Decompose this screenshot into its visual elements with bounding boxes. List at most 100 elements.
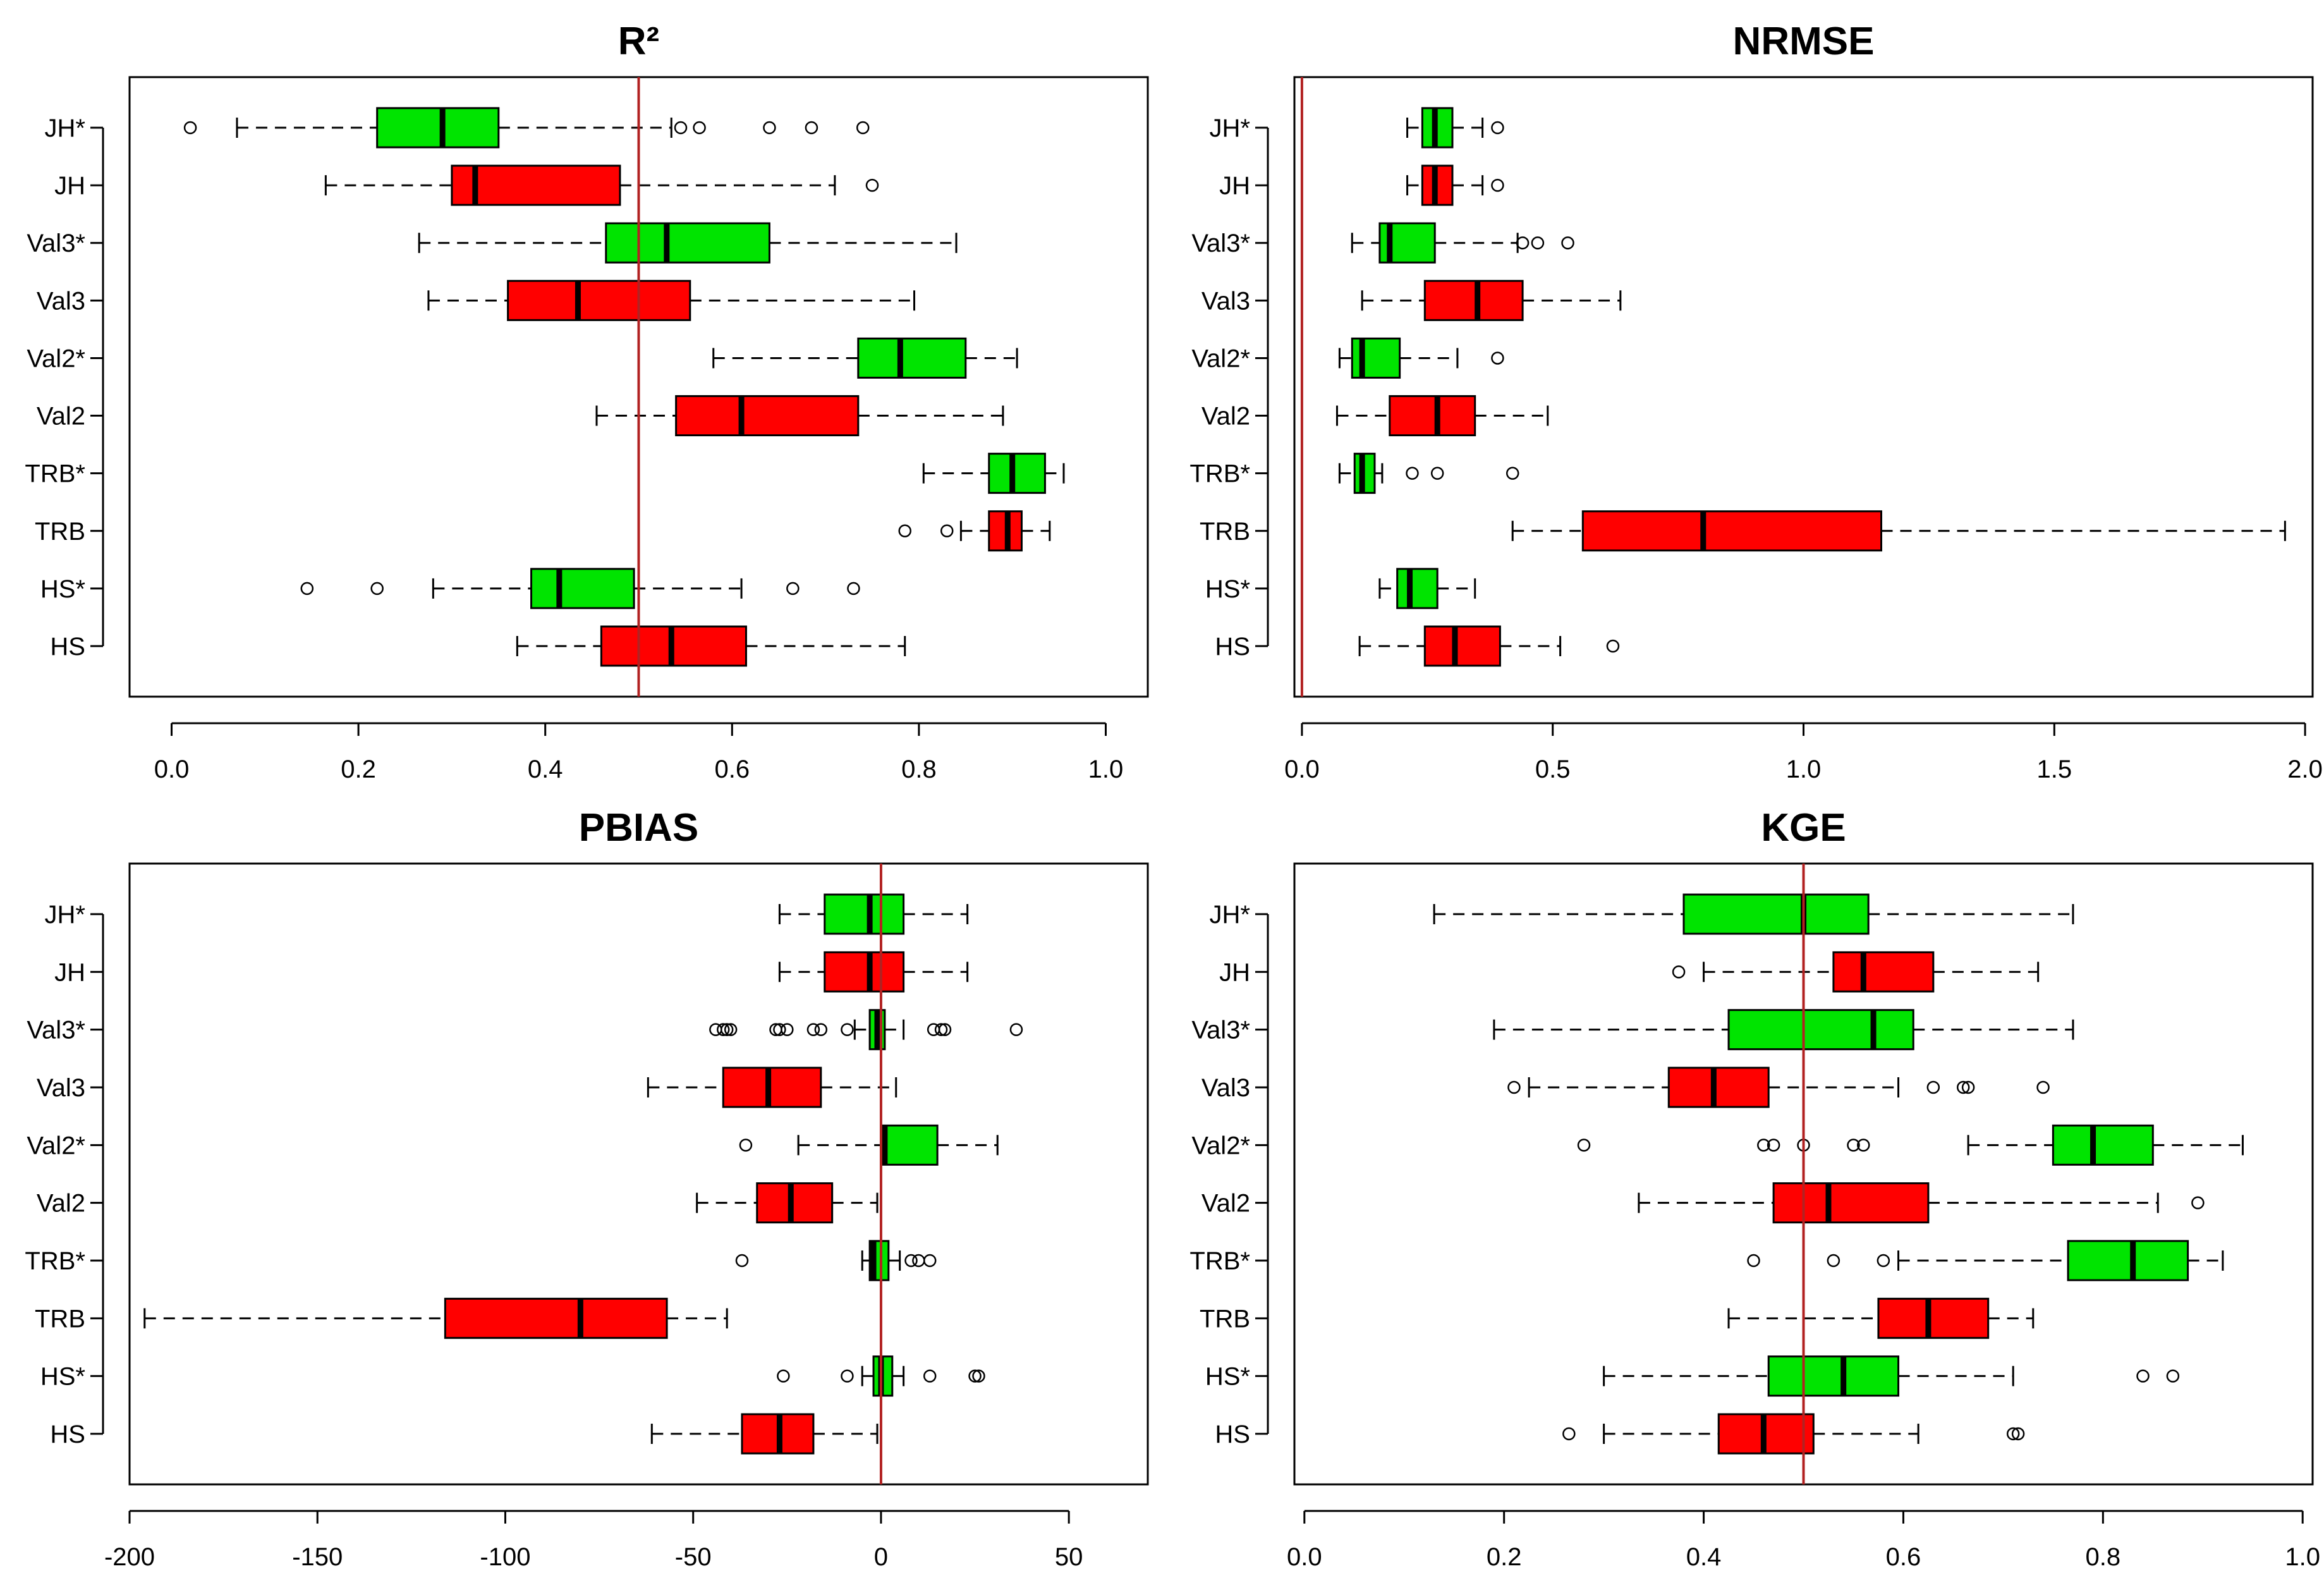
outlier-point bbox=[1577, 1139, 1591, 1152]
y-tick-label: JH bbox=[1219, 172, 1250, 200]
box-trb bbox=[1727, 1297, 2035, 1339]
outlier-point bbox=[940, 524, 954, 538]
y-tick-label: JH bbox=[54, 172, 85, 200]
outlier-point bbox=[1961, 1080, 1975, 1094]
outlier-point bbox=[720, 1023, 734, 1036]
box-val3 bbox=[1507, 1067, 2050, 1108]
x-tick-label: 1.0 bbox=[2285, 1543, 2320, 1571]
box-trb-star bbox=[1338, 453, 1519, 494]
box-jh bbox=[1406, 164, 1504, 206]
y-tick-label: TRB bbox=[1200, 1305, 1250, 1333]
y-tick-label: HS* bbox=[1205, 1363, 1250, 1391]
outlier-point bbox=[2006, 1427, 2020, 1441]
outlier-point bbox=[724, 1023, 738, 1036]
x-tick-label: 2.0 bbox=[2287, 755, 2323, 783]
y-tick-label: HS bbox=[1215, 1421, 1250, 1448]
x-tick-label: 1.0 bbox=[1786, 755, 1822, 783]
outlier-point bbox=[2166, 1369, 2180, 1383]
outlier-point bbox=[1767, 1139, 1780, 1152]
outlier-point bbox=[1507, 1080, 1521, 1094]
x-tick-label: 0.0 bbox=[1284, 755, 1320, 783]
outlier-point bbox=[1009, 1023, 1023, 1036]
outlier-point bbox=[1606, 639, 1620, 653]
y-tick-label: Val3 bbox=[1202, 287, 1250, 315]
y-tick-label: JH* bbox=[45, 901, 85, 929]
x-tick-label: 0.0 bbox=[1287, 1543, 1322, 1571]
y-axis: JH* JH Val3* Val3 Val2* Val2 TRB* TRB HS* HS bbox=[1189, 114, 1269, 661]
outlier-point bbox=[300, 582, 314, 596]
iqr-box bbox=[988, 453, 1046, 494]
iqr-box bbox=[1423, 625, 1501, 667]
y-tick-label: HS bbox=[50, 633, 85, 661]
iqr-box bbox=[376, 107, 500, 149]
box-val3-star bbox=[709, 1009, 1023, 1051]
outlier-point bbox=[904, 1254, 918, 1268]
x-axis: 0.0 0.5 1.0 1.5 2.0 bbox=[1284, 722, 2323, 783]
x-tick-label: 0.5 bbox=[1535, 755, 1571, 783]
x-tick-label: 0.4 bbox=[1686, 1543, 1722, 1571]
y-axis: JH* JH Val3* Val3 Val2* Val2 TRB* TRB HS* HS bbox=[1189, 901, 1269, 1448]
outlier-point bbox=[2191, 1196, 2205, 1209]
x-tick-label: 0.8 bbox=[2086, 1543, 2121, 1571]
x-tick-label: -150 bbox=[292, 1543, 343, 1571]
y-tick-label: TRB* bbox=[1189, 460, 1250, 488]
x-tick-label: 50 bbox=[1055, 1543, 1083, 1571]
y-axis: JH* JH Val3* Val3 Val2* Val2 TRB* TRB HS* HS bbox=[25, 114, 104, 661]
outlier-point bbox=[735, 1254, 749, 1268]
y-tick-label: Val3* bbox=[1191, 229, 1250, 257]
y-tick-label: Val3 bbox=[37, 1074, 85, 1102]
outlier-point bbox=[1926, 1080, 1940, 1094]
panel-title: KGE bbox=[1761, 806, 1846, 850]
y-tick-label: Val2* bbox=[1191, 345, 1250, 372]
y-tick-label: JH* bbox=[1210, 901, 1250, 929]
outlier-point bbox=[1672, 965, 1686, 979]
y-tick-label: TRB* bbox=[25, 460, 85, 488]
box-val3 bbox=[1361, 279, 1622, 321]
box-hs-star bbox=[1378, 568, 1476, 609]
box-val3 bbox=[427, 279, 916, 321]
y-tick-label: Val2 bbox=[37, 1190, 85, 1218]
panel-title: PBIAS bbox=[579, 806, 698, 850]
outlier-point bbox=[841, 1369, 854, 1383]
y-tick-label: Val2 bbox=[37, 403, 85, 431]
iqr-box bbox=[451, 164, 621, 206]
outlier-point bbox=[1847, 1139, 1860, 1152]
outlier-point bbox=[806, 1023, 820, 1036]
box-hs bbox=[516, 625, 906, 667]
outlier-point bbox=[1562, 1427, 1576, 1441]
box-trb-star bbox=[1747, 1240, 2224, 1281]
y-tick-label: Val3 bbox=[1202, 1074, 1250, 1102]
y-tick-label: HS bbox=[50, 1421, 85, 1448]
outlier-point bbox=[370, 582, 384, 596]
iqr-box bbox=[1832, 951, 1935, 993]
outlier-point bbox=[898, 524, 911, 538]
outlier-point bbox=[1757, 1139, 1770, 1152]
outlier-point bbox=[1561, 236, 1574, 250]
box-val2-star bbox=[1577, 1124, 2244, 1166]
outlier-point bbox=[934, 1023, 948, 1036]
box-jh-star bbox=[183, 107, 870, 149]
outlier-point bbox=[814, 1023, 828, 1036]
outlier-point bbox=[923, 1369, 937, 1383]
y-tick-label: JH bbox=[54, 958, 85, 986]
outlier-point bbox=[781, 1023, 794, 1036]
y-axis: JH* JH Val3* Val3 Val2* Val2 TRB* TRB HS* HS bbox=[25, 901, 104, 1448]
x-tick-label: -200 bbox=[104, 1543, 155, 1571]
outlier-point bbox=[1877, 1254, 1890, 1268]
x-axis: -200 -150 -100 -50 0 50 bbox=[104, 1510, 1083, 1571]
y-tick-label: Val3* bbox=[1191, 1017, 1250, 1044]
outlier-point bbox=[2011, 1427, 2025, 1441]
x-tick-label: -50 bbox=[675, 1543, 712, 1571]
outlier-point bbox=[968, 1369, 982, 1383]
y-tick-label: TRB bbox=[35, 1305, 85, 1333]
outlier-point bbox=[1491, 121, 1504, 135]
box-trb bbox=[143, 1297, 728, 1339]
box-hs-star bbox=[1603, 1355, 2180, 1397]
iqr-box bbox=[1423, 279, 1524, 321]
iqr-box bbox=[1682, 893, 1870, 935]
outlier-point bbox=[1491, 178, 1504, 192]
box-val2-star bbox=[739, 1124, 999, 1166]
x-tick-label: 1.0 bbox=[1088, 755, 1124, 783]
outlier-point bbox=[912, 1254, 925, 1268]
outlier-point bbox=[972, 1369, 985, 1383]
